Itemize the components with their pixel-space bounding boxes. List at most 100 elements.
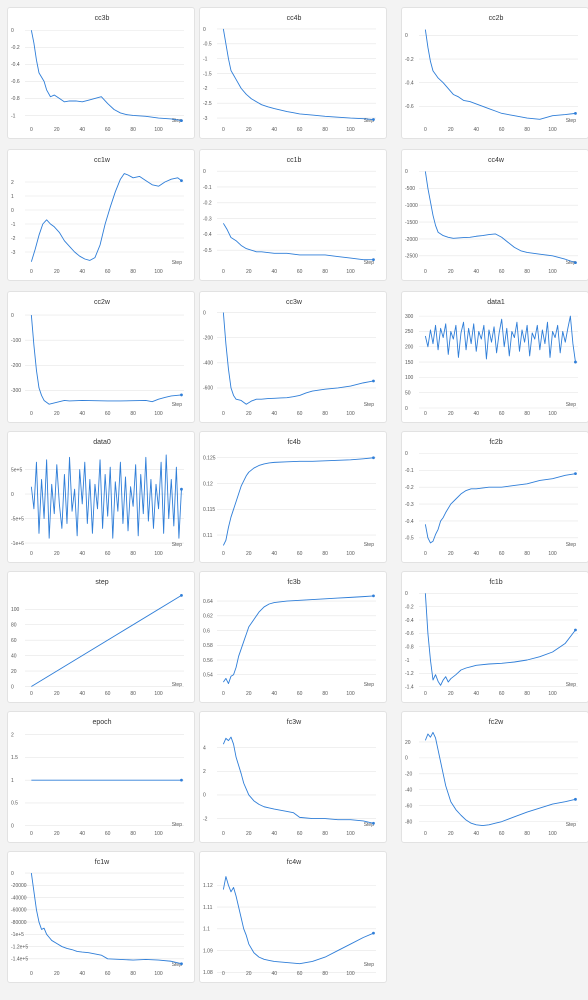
x-tick-label: 20 — [54, 127, 60, 133]
y-tick-label: -100 — [11, 338, 21, 344]
x-tick-label: 100 — [154, 691, 163, 697]
x-tick-label: 80 — [130, 551, 136, 557]
series-endpoint — [180, 119, 183, 122]
x-axis-label: Step — [364, 962, 375, 968]
series-endpoint — [180, 393, 183, 397]
y-tick-label: 0 — [203, 310, 206, 316]
y-tick-label: 0 — [11, 313, 14, 319]
x-axis-label: Step — [566, 118, 577, 124]
y-tick-label: 60 — [11, 638, 17, 644]
series-endpoint — [180, 962, 183, 966]
chart-svg: cc2b 0 -0.2 -0.4 -0.6 0 20 40 60 80 100 Step — [405, 15, 578, 133]
y-tick-label: 0 — [11, 684, 14, 690]
chart-title: fc3b — [287, 579, 300, 586]
x-tick-label: 20 — [54, 971, 60, 977]
y-tick-label: 0 — [11, 871, 14, 877]
y-tick-label: -1.2 — [405, 671, 414, 677]
x-axis-label: Step — [172, 682, 183, 688]
x-tick-label: 80 — [130, 971, 136, 977]
x-tick-label: 100 — [154, 831, 163, 837]
x-tick-label: 40 — [271, 127, 277, 133]
y-tick-label: -1.5 — [203, 71, 212, 77]
y-tick-label: 0.5 — [11, 801, 18, 807]
x-tick-label: 40 — [271, 269, 277, 275]
y-tick-label: -0.8 — [11, 96, 20, 102]
y-tick-label: -2 — [11, 236, 16, 242]
x-axis-label: Step — [364, 402, 375, 408]
y-tick-label: -0.4 — [11, 62, 20, 68]
x-tick-label: 40 — [271, 831, 277, 837]
x-tick-label: 60 — [105, 411, 111, 417]
y-tick-label: -2 — [203, 816, 208, 822]
chart-svg: fc2w 20 0 -20 -40 -60 -80 0 20 40 60 80 100 Step — [405, 719, 578, 837]
x-tick-label: 60 — [297, 551, 303, 557]
x-tick-label: 0 — [30, 831, 33, 837]
x-tick-label: 40 — [271, 971, 277, 977]
y-tick-label: -80000 — [11, 920, 27, 926]
x-axis-label: Step — [364, 822, 375, 828]
x-tick-label: 100 — [154, 269, 163, 275]
y-tick-label: 80 — [11, 623, 17, 629]
x-tick-label: 60 — [105, 691, 111, 697]
y-tick-label: -60 — [405, 803, 412, 809]
y-tick-label: -0.4 — [405, 519, 414, 525]
y-tick-label: 100 — [405, 375, 414, 381]
x-tick-label: 80 — [524, 127, 530, 133]
chart-card-cc3w: cc3w 0 -200 -400 -600 0 20 40 60 80 100 Step — [199, 291, 387, 423]
x-axis-label: Step — [172, 118, 183, 124]
x-tick-label: 100 — [154, 411, 163, 417]
y-tick-label: -1.4e+5 — [11, 957, 28, 963]
chart-svg: cc4b 0 -0.5 -1 -1.5 -2 -2.5 -3 0 20 40 60 80 100 Step — [203, 15, 376, 133]
y-tick-label: 0 — [11, 824, 14, 830]
x-tick-label: 60 — [297, 127, 303, 133]
y-tick-label: 0.56 — [203, 658, 213, 664]
x-tick-label: 60 — [297, 831, 303, 837]
x-tick-label: 20 — [246, 127, 252, 133]
x-tick-label: 0 — [222, 269, 225, 275]
series-endpoint — [372, 931, 375, 935]
y-tick-label: -2.5 — [203, 101, 212, 107]
x-tick-label: 60 — [105, 831, 111, 837]
y-tick-label: -0.1 — [405, 468, 414, 474]
chart-title: step — [95, 579, 108, 586]
y-tick-label: -0.8 — [405, 644, 414, 650]
y-tick-label: -1 — [11, 113, 16, 119]
x-tick-label: 100 — [346, 411, 355, 417]
chart-card-cc3b: cc3b 0 -0.2 -0.4 -0.6 -0.8 -1 0 20 40 60 80 100 Step — [7, 7, 195, 139]
chart-title: data1 — [487, 299, 505, 306]
y-tick-label: -1 — [11, 222, 16, 228]
x-tick-label: 20 — [448, 411, 454, 417]
x-tick-label: 40 — [79, 831, 85, 837]
x-tick-label: 60 — [105, 971, 111, 977]
x-tick-label: 60 — [297, 269, 303, 275]
x-tick-label: 80 — [322, 411, 328, 417]
chart-svg: cc4w 0 -500 -1000 -1500 -2000 -2500 0 20 40 60 80 10… — [405, 157, 578, 275]
chart-title: fc2w — [489, 719, 504, 726]
series-line — [222, 457, 374, 546]
x-tick-label: 40 — [79, 269, 85, 275]
x-tick-label: 100 — [548, 831, 557, 837]
x-tick-label: 80 — [130, 269, 136, 275]
series-endpoint — [372, 118, 375, 121]
x-tick-label: 0 — [30, 411, 33, 417]
y-tick-label: 0 — [405, 591, 408, 597]
chart-card-cc2w: cc2w 0 -100 -200 -300 0 20 40 60 80 100 Step — [7, 291, 195, 423]
chart-svg: step 100 80 60 40 20 0 0 20 40 60 80 100 Step — [11, 579, 184, 697]
x-axis-label: Step — [364, 542, 375, 548]
y-tick-label: -80 — [405, 819, 412, 825]
chart-title: cc1b — [287, 157, 302, 164]
chart-svg: cc3b 0 -0.2 -0.4 -0.6 -0.8 -1 0 20 40 60 80 100 Step — [11, 15, 184, 133]
x-tick-label: 40 — [79, 551, 85, 557]
y-tick-label: -1e+5 — [11, 932, 24, 938]
series-line — [424, 315, 576, 363]
x-tick-label: 60 — [105, 551, 111, 557]
x-tick-label: 20 — [448, 551, 454, 557]
x-tick-label: 20 — [448, 127, 454, 133]
x-axis-label: Step — [364, 260, 375, 266]
x-tick-label: 80 — [524, 551, 530, 557]
series-endpoint — [180, 594, 183, 597]
y-tick-label: -0.6 — [405, 631, 414, 637]
y-tick-label: -0.6 — [11, 79, 20, 85]
y-tick-label: 250 — [405, 329, 414, 335]
y-tick-label: 0 — [11, 208, 14, 214]
